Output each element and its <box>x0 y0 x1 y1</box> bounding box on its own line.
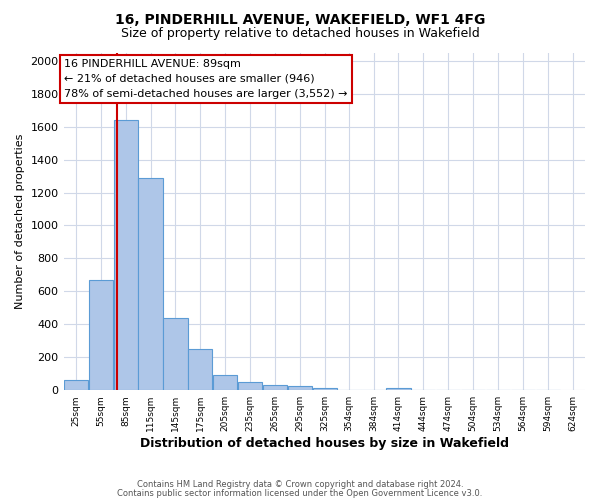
Text: 16, PINDERHILL AVENUE, WAKEFIELD, WF1 4FG: 16, PINDERHILL AVENUE, WAKEFIELD, WF1 4F… <box>115 12 485 26</box>
Bar <box>188 350 212 390</box>
X-axis label: Distribution of detached houses by size in Wakefield: Distribution of detached houses by size … <box>140 437 509 450</box>
Bar <box>163 318 188 390</box>
Bar <box>213 376 238 390</box>
Text: Contains public sector information licensed under the Open Government Licence v3: Contains public sector information licen… <box>118 488 482 498</box>
Bar <box>313 388 337 390</box>
Bar <box>263 386 287 390</box>
Text: Contains HM Land Registry data © Crown copyright and database right 2024.: Contains HM Land Registry data © Crown c… <box>137 480 463 489</box>
Text: 16 PINDERHILL AVENUE: 89sqm
← 21% of detached houses are smaller (946)
78% of se: 16 PINDERHILL AVENUE: 89sqm ← 21% of det… <box>64 59 348 98</box>
Bar <box>89 280 113 390</box>
Bar <box>139 178 163 390</box>
Bar <box>386 388 410 390</box>
Y-axis label: Number of detached properties: Number of detached properties <box>15 134 25 309</box>
Bar <box>64 380 88 390</box>
Text: Size of property relative to detached houses in Wakefield: Size of property relative to detached ho… <box>121 28 479 40</box>
Bar <box>238 382 262 390</box>
Bar <box>113 120 138 390</box>
Bar <box>288 386 312 390</box>
